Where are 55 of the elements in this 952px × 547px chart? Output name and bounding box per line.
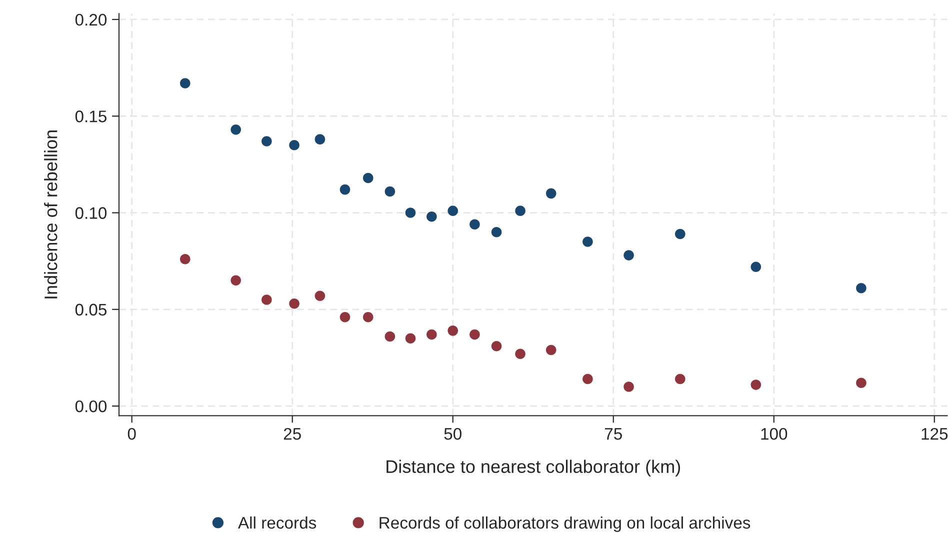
point — [384, 186, 396, 197]
point — [582, 236, 593, 247]
point — [362, 312, 374, 322]
point — [289, 298, 300, 309]
y-tick-label: 0.05 — [75, 304, 106, 316]
point — [582, 374, 593, 384]
point — [230, 124, 242, 135]
point — [230, 275, 242, 286]
legend-label: All records — [238, 516, 316, 529]
point — [405, 333, 416, 344]
point — [675, 228, 686, 240]
point — [405, 208, 416, 218]
point — [340, 184, 350, 195]
point — [448, 326, 458, 336]
y-axis-title: Indicence of rebellion — [44, 130, 58, 298]
point — [426, 211, 437, 222]
point — [448, 206, 458, 216]
x-tick-label: 25 — [284, 428, 301, 440]
point — [491, 226, 502, 238]
point — [314, 134, 326, 144]
point — [362, 172, 374, 184]
point — [289, 140, 300, 150]
point — [426, 329, 437, 340]
y-tick-label: 0.15 — [75, 110, 106, 122]
point — [750, 380, 762, 390]
x-tick-label: 100 — [761, 428, 788, 440]
point — [624, 250, 634, 260]
point — [546, 344, 556, 356]
x-tick-label: 125 — [922, 428, 948, 440]
x-tick-label: 50 — [444, 428, 462, 440]
point — [180, 254, 190, 264]
point — [675, 374, 686, 384]
point — [856, 283, 866, 294]
point — [491, 340, 502, 352]
point — [470, 329, 480, 340]
y-tick-label: 0.20 — [75, 14, 107, 26]
x-axis-title: Distance to nearest collaborator (km) — [386, 460, 680, 477]
point — [180, 78, 190, 88]
point — [314, 290, 326, 302]
point — [515, 206, 526, 216]
legend-label: Records of collaborators drawing on local archives — [380, 516, 750, 532]
point — [546, 188, 556, 199]
y-tick-label: 0.00 — [75, 400, 107, 412]
point — [515, 348, 526, 360]
point — [750, 262, 762, 272]
point — [470, 219, 480, 230]
x-tick-label: 0 — [128, 428, 136, 440]
point — [340, 312, 350, 322]
point — [856, 378, 866, 388]
point — [624, 382, 634, 392]
point — [384, 331, 396, 342]
point — [262, 294, 272, 305]
point — [262, 136, 272, 146]
y-tick-label: 0.10 — [75, 207, 107, 219]
x-tick-label: 75 — [604, 428, 622, 440]
